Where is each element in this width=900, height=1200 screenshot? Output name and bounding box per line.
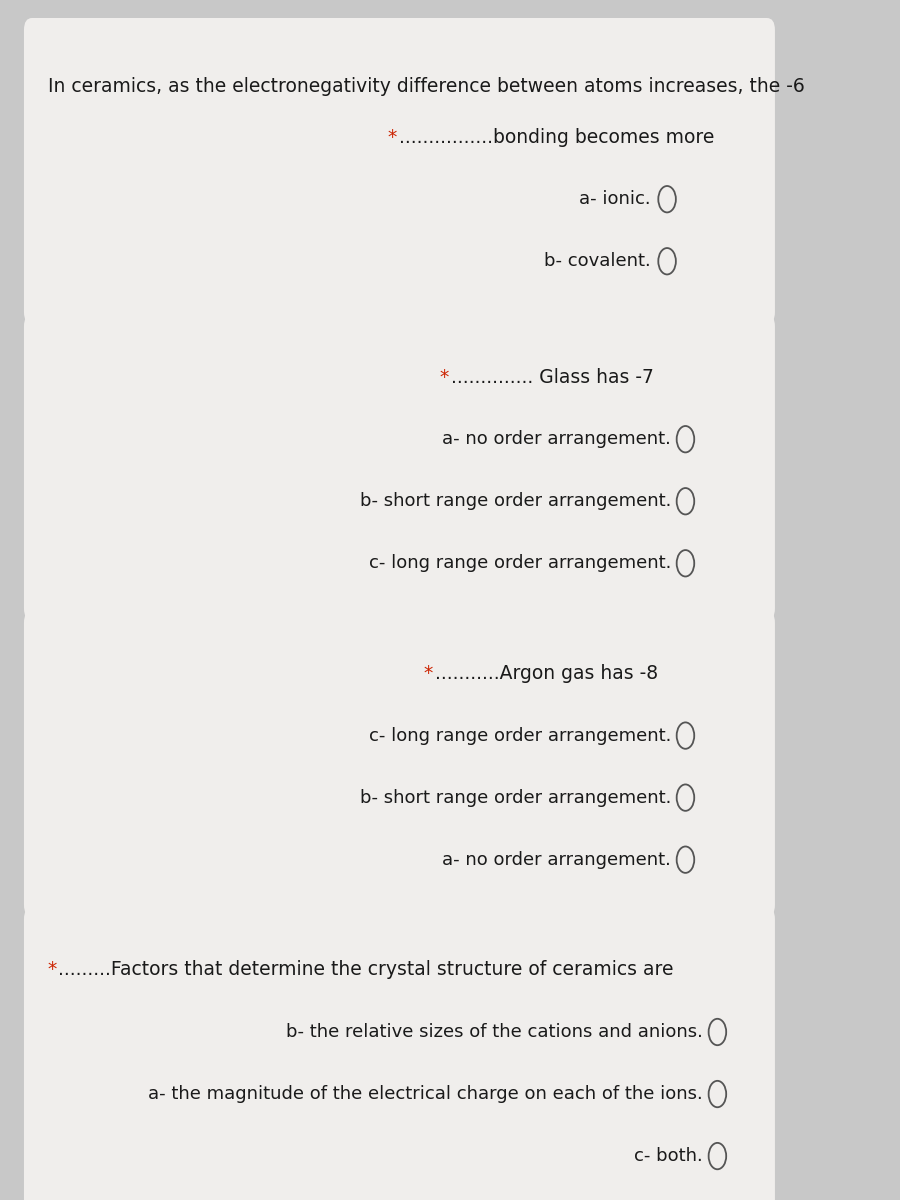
Text: *: * [423, 664, 433, 683]
FancyBboxPatch shape [24, 907, 775, 1200]
FancyBboxPatch shape [24, 314, 775, 620]
Text: c- long range order arrangement.: c- long range order arrangement. [369, 726, 671, 744]
Text: .........Factors that determine the crystal structure of ceramics are: .........Factors that determine the crys… [58, 960, 673, 979]
Text: In ceramics, as the electronegativity difference between atoms increases, the -6: In ceramics, as the electronegativity di… [48, 77, 805, 96]
Text: a- no order arrangement.: a- no order arrangement. [442, 431, 671, 448]
Text: *: * [439, 367, 448, 386]
Text: b- short range order arrangement.: b- short range order arrangement. [360, 492, 671, 510]
Text: .............. Glass has -7: .............. Glass has -7 [452, 367, 654, 386]
Text: b- covalent.: b- covalent. [544, 252, 651, 270]
Text: ................bonding becomes more: ................bonding becomes more [400, 127, 715, 146]
Text: c- long range order arrangement.: c- long range order arrangement. [369, 554, 671, 572]
Text: a- no order arrangement.: a- no order arrangement. [442, 851, 671, 869]
Text: a- ionic.: a- ionic. [580, 190, 651, 209]
Text: b- short range order arrangement.: b- short range order arrangement. [360, 788, 671, 806]
Text: *: * [388, 127, 397, 146]
FancyBboxPatch shape [24, 18, 775, 324]
Text: a- the magnitude of the electrical charge on each of the ions.: a- the magnitude of the electrical charg… [148, 1085, 703, 1103]
FancyBboxPatch shape [24, 611, 775, 917]
Text: ...........Argon gas has -8: ...........Argon gas has -8 [436, 664, 659, 683]
Text: b- the relative sizes of the cations and anions.: b- the relative sizes of the cations and… [286, 1022, 703, 1042]
Text: *: * [48, 960, 58, 979]
Text: c- both.: c- both. [634, 1147, 703, 1165]
